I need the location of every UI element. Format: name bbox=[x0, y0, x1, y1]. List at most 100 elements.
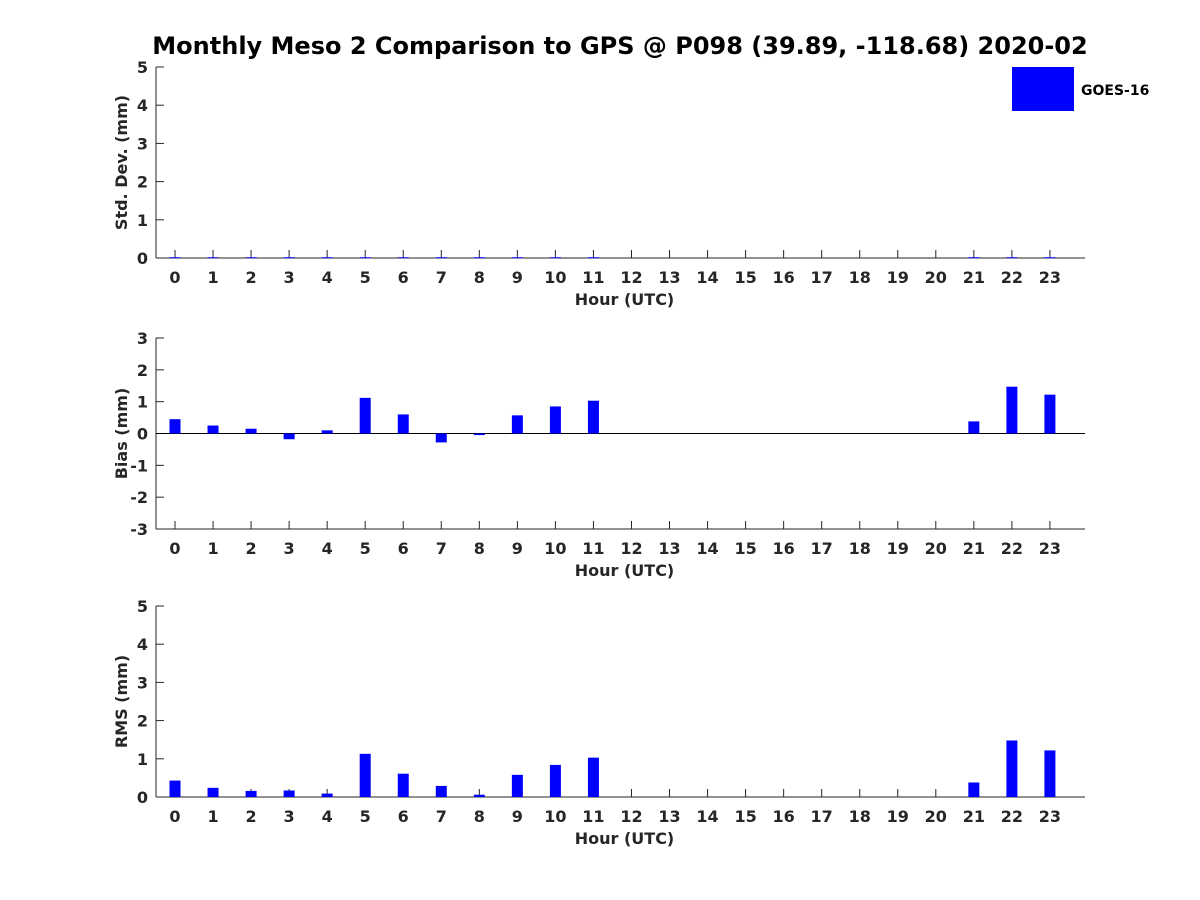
rms-y-tick-label: 5 bbox=[137, 597, 148, 616]
bias-bar-hour-4 bbox=[321, 430, 333, 434]
bias-x-tick-label: 18 bbox=[849, 539, 871, 558]
rms-x-tick-label: 12 bbox=[620, 807, 642, 826]
std-x-tick-label: 15 bbox=[734, 268, 756, 287]
bias-x-tick-label: 14 bbox=[696, 539, 718, 558]
bias-bar-hour-8 bbox=[473, 433, 485, 436]
std-y-tick-label: 5 bbox=[137, 58, 148, 77]
rms-bar-hour-9 bbox=[511, 774, 523, 797]
std-x-tick-label: 13 bbox=[658, 268, 680, 287]
std-bar-hour-8 bbox=[473, 257, 485, 259]
rms-x-tick-label: 14 bbox=[696, 807, 718, 826]
rms-bar-hour-10 bbox=[549, 764, 561, 797]
bias-x-tick-label: 11 bbox=[582, 539, 604, 558]
std-x-tick-label: 3 bbox=[284, 268, 295, 287]
rms-bar-hour-23 bbox=[1044, 750, 1056, 797]
rms-y-tick-label: 0 bbox=[137, 788, 148, 807]
bias-x-tick-label: 2 bbox=[246, 539, 257, 558]
bias-x-tick-label: 12 bbox=[620, 539, 642, 558]
bias-y-axis-label: Bias (mm) bbox=[112, 388, 131, 480]
std-x-tick-label: 12 bbox=[620, 268, 642, 287]
rms-y-axis-label: RMS (mm) bbox=[112, 655, 131, 748]
bias-bar-hour-23 bbox=[1044, 394, 1056, 434]
rms-bar-hour-21 bbox=[968, 782, 980, 797]
bias-bar-hour-22 bbox=[1006, 386, 1018, 434]
bias-x-tick-label: 1 bbox=[207, 539, 218, 558]
bias-x-tick-label: 3 bbox=[284, 539, 295, 558]
bias-bar-hour-9 bbox=[511, 415, 523, 434]
std-x-tick-label: 20 bbox=[925, 268, 947, 287]
bias-x-axis-label: Hour (UTC) bbox=[575, 561, 675, 580]
rms-bar-hour-6 bbox=[397, 773, 409, 797]
bias-x-tick-label: 8 bbox=[474, 539, 485, 558]
rms-x-tick-label: 13 bbox=[658, 807, 680, 826]
std-bar-hour-0 bbox=[169, 257, 181, 259]
bias-x-tick-label: 9 bbox=[512, 539, 523, 558]
rms-x-axis-label: Hour (UTC) bbox=[575, 829, 675, 848]
rms-x-tick-label: 6 bbox=[398, 807, 409, 826]
std-x-tick-label: 1 bbox=[207, 268, 218, 287]
rms-x-tick-label: 8 bbox=[474, 807, 485, 826]
rms-bar-hour-22 bbox=[1006, 740, 1018, 797]
bias-x-tick-label: 17 bbox=[811, 539, 833, 558]
bias-bar-hour-7 bbox=[435, 433, 447, 443]
rms-x-tick-label: 4 bbox=[322, 807, 333, 826]
bias-bar-hour-10 bbox=[549, 406, 561, 434]
rms-x-tick-label: 2 bbox=[246, 807, 257, 826]
bias-x-tick-label: 20 bbox=[925, 539, 947, 558]
bias-x-tick-label: 16 bbox=[773, 539, 795, 558]
std-bar-hour-22 bbox=[1006, 257, 1018, 259]
std-x-tick-label: 6 bbox=[398, 268, 409, 287]
std-bar-hour-7 bbox=[435, 257, 447, 259]
bias-x-tick-label: 19 bbox=[887, 539, 909, 558]
rms-bar-hour-1 bbox=[207, 787, 219, 797]
bias-x-tick-label: 22 bbox=[1001, 539, 1023, 558]
bias-x-tick-label: 15 bbox=[734, 539, 756, 558]
rms-y-tick-label: 4 bbox=[137, 635, 148, 654]
rms-x-tick-label: 19 bbox=[887, 807, 909, 826]
bias-bar-hour-5 bbox=[359, 397, 371, 434]
std-bar-hour-9 bbox=[511, 257, 523, 259]
std-bar-hour-11 bbox=[587, 257, 599, 259]
std-x-tick-label: 5 bbox=[360, 268, 371, 287]
legend-label: GOES-16 bbox=[1081, 83, 1149, 99]
bias-bar-hour-6 bbox=[397, 414, 409, 434]
bias-x-tick-label: 0 bbox=[169, 539, 180, 558]
bias-y-tick-label: -1 bbox=[130, 456, 148, 475]
bias-y-tick-label: 3 bbox=[137, 329, 148, 348]
std-x-tick-label: 21 bbox=[963, 268, 985, 287]
std-x-tick-label: 19 bbox=[887, 268, 909, 287]
bias-bar-hour-0 bbox=[169, 419, 181, 434]
bias-x-tick-label: 7 bbox=[436, 539, 447, 558]
rms-bar-hour-5 bbox=[359, 753, 371, 797]
rms-x-tick-label: 20 bbox=[925, 807, 947, 826]
bias-x-tick-label: 21 bbox=[963, 539, 985, 558]
std-x-tick-label: 17 bbox=[811, 268, 833, 287]
std-y-tick-label: 4 bbox=[137, 96, 148, 115]
std-bar-hour-5 bbox=[359, 257, 371, 259]
std-x-tick-label: 2 bbox=[246, 268, 257, 287]
std-y-tick-label: 1 bbox=[137, 211, 148, 230]
rms-x-tick-label: 7 bbox=[436, 807, 447, 826]
std-bar-hour-10 bbox=[549, 257, 561, 259]
rms-x-tick-label: 1 bbox=[207, 807, 218, 826]
rms-x-tick-label: 3 bbox=[284, 807, 295, 826]
bias-x-tick-label: 4 bbox=[322, 539, 333, 558]
bias-bar-hour-1 bbox=[207, 425, 219, 434]
std-x-tick-label: 16 bbox=[773, 268, 795, 287]
bias-x-tick-label: 10 bbox=[544, 539, 566, 558]
bias-bar-hour-2 bbox=[245, 428, 257, 434]
rms-bar-hour-11 bbox=[587, 757, 599, 797]
bias-x-tick-label: 5 bbox=[360, 539, 371, 558]
rms-x-tick-label: 11 bbox=[582, 807, 604, 826]
std-bar-hour-1 bbox=[207, 257, 219, 259]
rms-y-tick-label: 3 bbox=[137, 673, 148, 692]
bias-y-tick-label: 1 bbox=[137, 393, 148, 412]
std-x-tick-label: 0 bbox=[169, 268, 180, 287]
std-x-tick-label: 14 bbox=[696, 268, 718, 287]
std-bar-hour-4 bbox=[321, 257, 333, 259]
rms-x-tick-label: 17 bbox=[811, 807, 833, 826]
rms-bar-hour-2 bbox=[245, 790, 257, 797]
rms-x-tick-label: 18 bbox=[849, 807, 871, 826]
